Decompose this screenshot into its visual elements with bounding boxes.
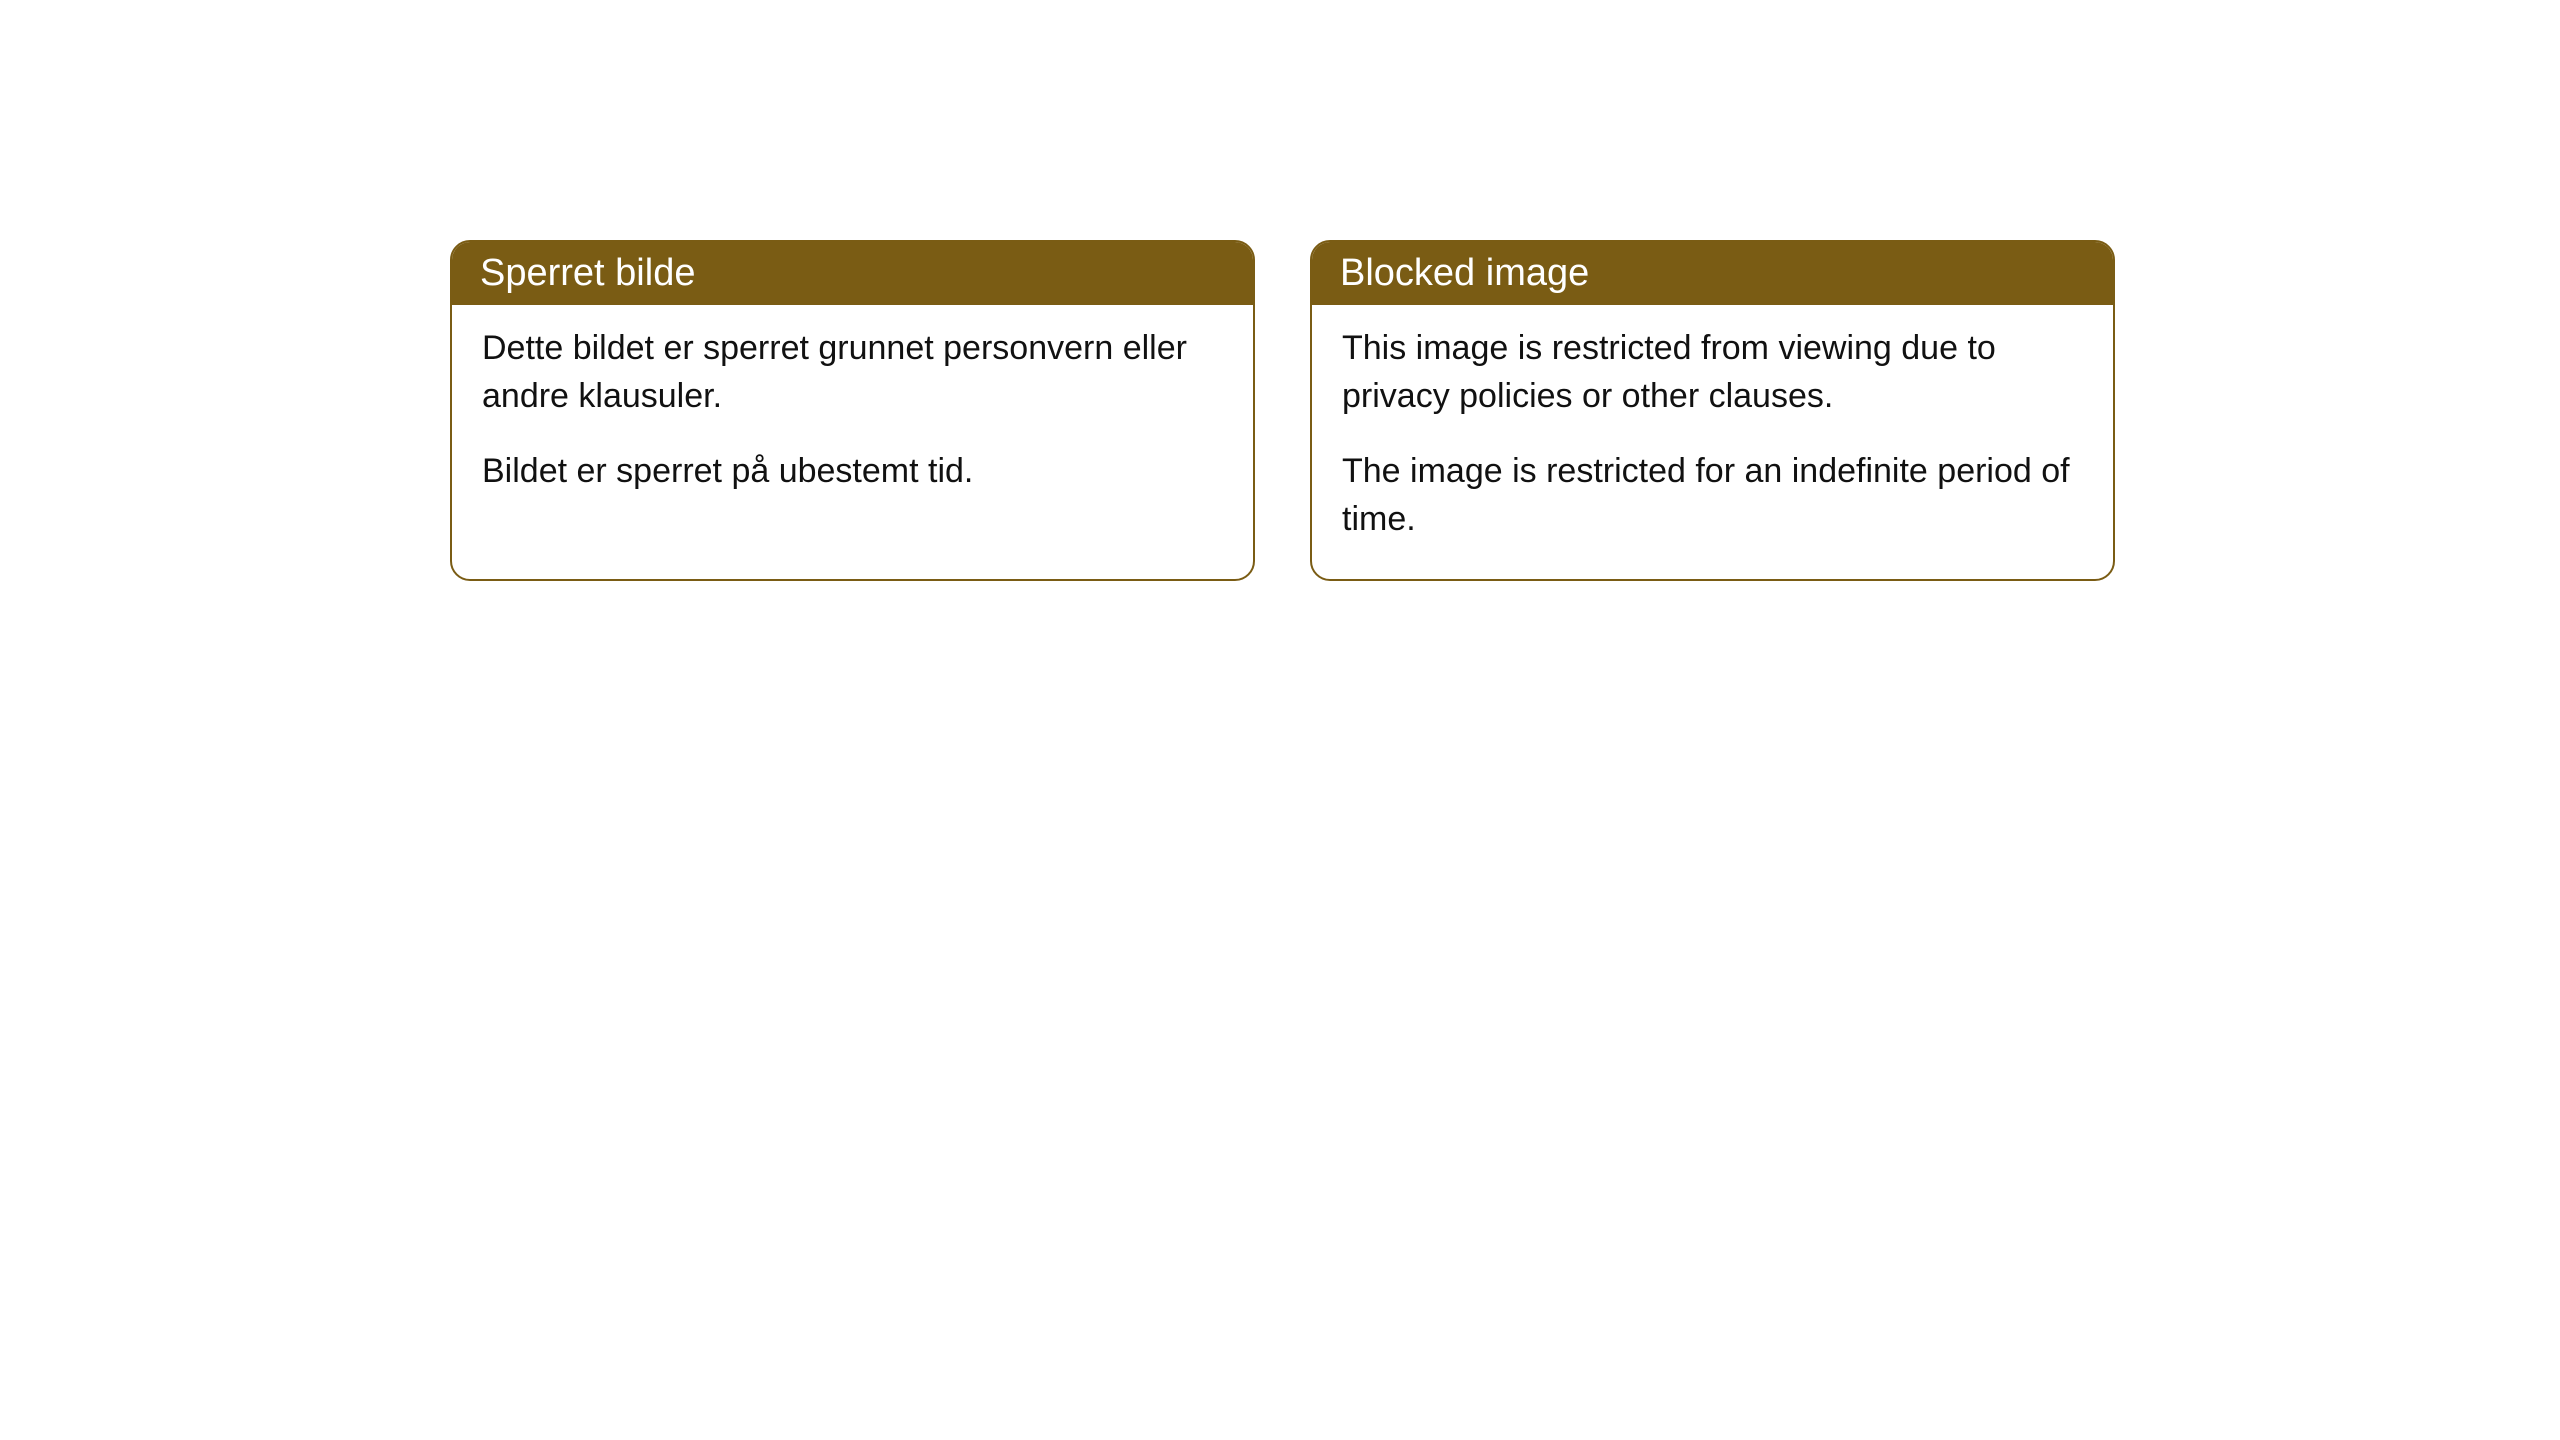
card-english: Blocked image This image is restricted f… xyxy=(1310,240,2115,581)
card-body-norwegian: Dette bildet er sperret grunnet personve… xyxy=(452,305,1253,532)
card-paragraph: Bildet er sperret på ubestemt tid. xyxy=(482,448,1223,496)
card-paragraph: This image is restricted from viewing du… xyxy=(1342,325,2083,420)
card-header-english: Blocked image xyxy=(1312,242,2113,305)
card-norwegian: Sperret bilde Dette bildet er sperret gr… xyxy=(450,240,1255,581)
card-body-english: This image is restricted from viewing du… xyxy=(1312,305,2113,579)
card-header-norwegian: Sperret bilde xyxy=(452,242,1253,305)
card-paragraph: The image is restricted for an indefinit… xyxy=(1342,448,2083,543)
card-paragraph: Dette bildet er sperret grunnet personve… xyxy=(482,325,1223,420)
cards-container: Sperret bilde Dette bildet er sperret gr… xyxy=(450,240,2115,581)
